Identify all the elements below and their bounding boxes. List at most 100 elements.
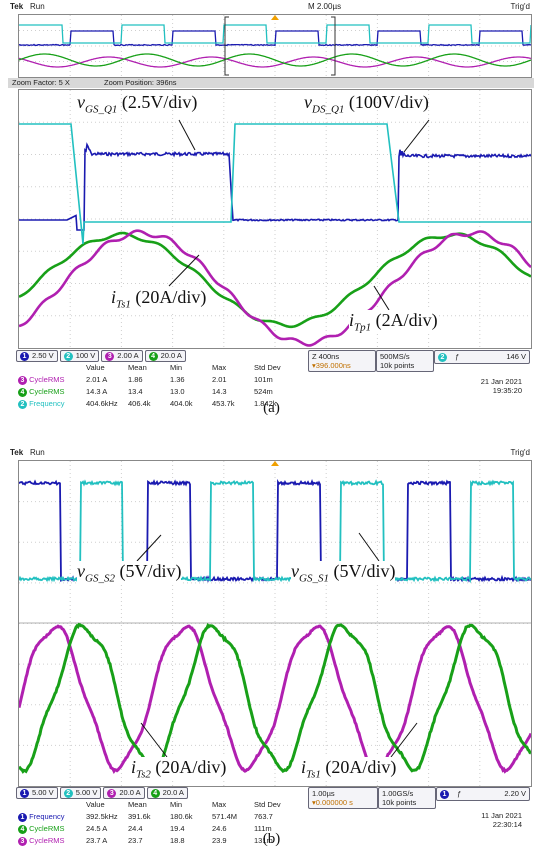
table-cell: 1.36 — [170, 374, 185, 384]
zoom-factor: Zoom Factor: 5 X — [12, 78, 70, 87]
main-screen-a: vGS_Q1 (2.5V/div) vDS_Q1 (100V/div) iTs1… — [18, 89, 532, 349]
table-cell: 404.6kHz — [86, 398, 118, 408]
scope-panel-b: Tek Run Trig'd vGS_S2 (5V/div) vGS_S1 (5… — [8, 448, 534, 846]
table-header: Mean — [128, 363, 147, 372]
channel-number-badge: 2 — [63, 788, 73, 798]
datetime-a: 21 Jan 2021 19:35:20 — [480, 377, 522, 395]
table-cell: 571.4M — [212, 811, 238, 821]
table-header: Value — [86, 363, 105, 372]
channel-4-scale[interactable]: 4 20.0 A — [144, 350, 186, 362]
scope-panel-a: Tek Run M 2.00µs Trig'd Zoom Factor: 5 X… — [8, 2, 534, 409]
trace-ch3 — [19, 229, 531, 347]
channel-4-scale[interactable]: 4 20.0 A — [146, 787, 188, 799]
table-header: Max — [212, 363, 227, 372]
table-cell: 14.3 — [212, 386, 227, 396]
annotation-arrow — [136, 534, 162, 562]
status-bar-b: Tek Run Trig'd — [8, 448, 534, 458]
measurement-name: Frequency — [27, 811, 65, 821]
trace-ch4 — [19, 53, 531, 67]
table-cell: 24.6 — [212, 823, 227, 833]
label-its1-b: iTs1 (20A/div) — [301, 757, 397, 781]
trace-ch2 — [19, 24, 531, 44]
main-screen-b: vGS_S2 (5V/div) vGS_S1 (5V/div) iTs2 (20… — [18, 460, 532, 787]
caption-a: (a) — [263, 400, 280, 416]
table-cell: 392.5kHz — [86, 811, 118, 821]
table-cell: 131m — [254, 835, 273, 845]
annotation-arrow — [178, 119, 196, 151]
table-row: 2 Frequency 404.6kHz 406.4k 404.0k 453.7k 1.8… — [18, 399, 294, 409]
measurement-table-b: Value Mean Min Max Std Dev 1 Frequency 392.5kH… — [16, 798, 296, 848]
channel-scale-value: 20.0 A — [119, 788, 141, 797]
annotation-arrow — [390, 722, 418, 758]
table-row: 3 CycleRMS 2.01 A 1.86 1.36 2.01 101m — [18, 375, 294, 385]
trigger-box-b[interactable]: 1 ƒ 2.20 V — [436, 787, 530, 801]
main-waveforms-b — [19, 461, 531, 786]
overview-strip-a — [18, 14, 532, 78]
channel-number-badge: 4 — [18, 387, 27, 397]
channel-number-badge: 4 — [150, 788, 160, 798]
table-cell: 2.01 — [212, 374, 227, 384]
table-cell: 24.4 — [128, 823, 143, 833]
channel-number-badge: 3 — [18, 375, 27, 385]
channel-3-scale[interactable]: 3 2.00 A — [101, 350, 143, 362]
channel-number-badge: 3 — [18, 836, 27, 846]
trigger-marker — [271, 15, 279, 20]
channel-2-scale[interactable]: 2 5.00 V — [59, 787, 102, 799]
overview-waveforms-a — [19, 15, 531, 77]
annotation-arrow — [140, 722, 168, 758]
table-row: 1 Frequency 392.5kHz 391.6k 180.6k 571.4M 763… — [18, 812, 294, 822]
channel-number-badge: 4 — [18, 824, 27, 834]
trace-ch1 — [19, 30, 531, 47]
channel-2-scale[interactable]: 2 100 V — [59, 350, 100, 362]
trigger-status: Trig'd — [510, 448, 530, 457]
run-status: Run — [30, 2, 45, 11]
label-itp1: iTp1 (2A/div) — [349, 310, 438, 334]
trace-ch3 — [19, 624, 531, 775]
trace-ch4 — [19, 231, 531, 329]
channel-number-badge: 3 — [105, 351, 115, 361]
table-header: Std Dev — [254, 363, 281, 372]
table-cell: 13.4 — [128, 386, 143, 396]
measurement-name: CycleRMS — [27, 835, 65, 845]
channel-1-scale[interactable]: 1 5.00 V — [16, 787, 58, 799]
annotation-arrow — [358, 532, 380, 562]
table-cell: 406.4k — [128, 398, 151, 408]
channel-scale-value: 20.0 A — [160, 351, 182, 360]
label-vgs-s1: vGS_S1 (5V/div) — [291, 561, 396, 585]
table-cell: 101m — [254, 374, 273, 384]
measurement-name: CycleRMS — [27, 374, 65, 384]
channel-scale-value: 2.00 A — [117, 351, 139, 360]
table-cell: 23.7 — [128, 835, 143, 845]
zoom-box-a[interactable]: Z 400ns ▾396.000ns — [308, 350, 376, 372]
measurement-name: CycleRMS — [27, 823, 65, 833]
annotation-arrow — [403, 119, 430, 153]
channel-scale-value: 5.00 V — [75, 788, 98, 797]
annotation-arrow — [373, 285, 390, 311]
measurement-name: Frequency — [27, 398, 65, 408]
channel-scale-value: 100 V — [75, 351, 96, 360]
acquisition-box-a[interactable]: 500MS/s 10k points — [376, 350, 434, 372]
table-cell: 23.7 A — [86, 835, 108, 845]
acquisition-box-b[interactable]: 1.00GS/s 10k points — [378, 787, 436, 809]
run-status: Run — [30, 448, 45, 457]
measurement-table-a: Value Mean Min Max Std Dev 3 CycleRMS 2.01 A 1.… — [16, 361, 296, 411]
horizontal-box-b[interactable]: 1.00µs ▾0.000000 s — [308, 787, 378, 809]
channel-scales-b: 1 5.00 V 2 5.00 V 3 20.0 A 4 20.0 A — [16, 787, 188, 799]
channel-1-scale[interactable]: 1 2.50 V — [16, 350, 58, 362]
channel-scales-a: 1 2.50 V 2 100 V 3 2.00 A 4 20.0 A — [16, 350, 186, 362]
channel-3-scale[interactable]: 3 20.0 A — [103, 787, 145, 799]
trigger-status: Trig'd — [510, 2, 530, 11]
channel-number-badge: 2 — [18, 399, 27, 409]
table-cell: 1.842k — [254, 398, 277, 408]
zoom-window-bracket — [224, 16, 336, 76]
table-cell: 1.86 — [128, 374, 143, 384]
trace-ch1 — [19, 142, 531, 231]
table-header: Min — [170, 363, 183, 372]
measurement-area-a: 1 2.50 V 2 100 V 3 2.00 A 4 20.0 A Z 400ns ▾396… — [8, 350, 534, 409]
trigger-marker — [271, 461, 279, 466]
zoom-position: Zoom Position: 396ns — [104, 78, 177, 87]
channel-number-badge: 2 — [63, 351, 73, 361]
trigger-box-a[interactable]: 2 ƒ 146 V — [434, 350, 530, 364]
channel-scale-value: 5.00 V — [32, 788, 54, 797]
table-cell: 453.7k — [212, 398, 235, 408]
